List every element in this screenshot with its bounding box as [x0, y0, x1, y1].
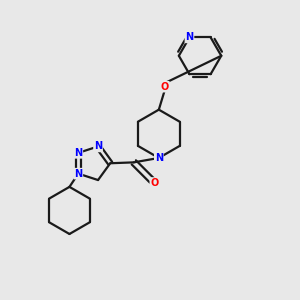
- Text: O: O: [150, 178, 158, 188]
- Text: O: O: [160, 82, 169, 92]
- Text: N: N: [155, 153, 163, 163]
- Text: N: N: [94, 141, 102, 152]
- Text: N: N: [74, 148, 82, 158]
- Text: N: N: [74, 169, 82, 178]
- Text: N: N: [185, 32, 194, 42]
